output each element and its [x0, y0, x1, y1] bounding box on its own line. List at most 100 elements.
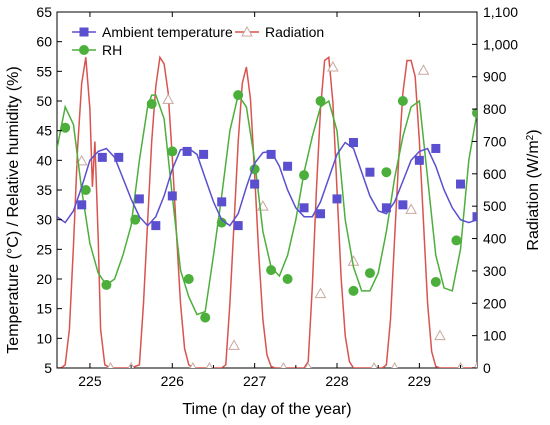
legend-label: Radiation: [265, 24, 324, 40]
data-point: [283, 161, 293, 171]
data-point: [472, 107, 477, 118]
y-left-tick-label: 20: [36, 271, 52, 287]
y-right-axis-title-main: Radiation (W/m: [525, 140, 542, 250]
y-right-tick-label: 400: [483, 231, 507, 247]
data-point: [233, 90, 244, 101]
data-point: [391, 361, 398, 368]
y-right-axis-title: Radiation (W/m2): [525, 129, 543, 250]
data-point: [101, 279, 112, 290]
series-ambient-temperature: [57, 138, 477, 231]
y-right-tick-label: 1,000: [483, 36, 518, 52]
y-left-axis-title: Temperature (°C) / Relative humidity (%): [5, 66, 22, 353]
y-right-axis-title-close: ): [525, 129, 542, 134]
y-left-tick-label: 35: [36, 182, 52, 198]
series-line: [57, 93, 477, 316]
y-left-axis-ticks: 5 10 15 20 25 30 35 40 45 50 55 60 65: [36, 4, 62, 376]
data-point: [316, 209, 326, 219]
data-point: [332, 194, 342, 204]
series-layer: [57, 55, 477, 368]
legend-label: Ambient temperature: [102, 24, 233, 40]
data-point: [77, 200, 87, 210]
y-left-tick-label: 5: [44, 360, 52, 376]
data-point: [182, 146, 192, 156]
y-right-tick-label: 500: [483, 198, 507, 214]
y-right-tick-label: 100: [483, 328, 507, 344]
data-point: [348, 138, 358, 148]
data-point: [431, 143, 441, 153]
data-point: [162, 93, 175, 104]
legend-marker: [241, 25, 253, 37]
legend-label: RH: [102, 42, 122, 58]
legend-marker: [79, 27, 89, 37]
y-left-tick-label: 45: [36, 123, 52, 139]
data-point: [189, 361, 197, 368]
data-point: [364, 268, 375, 279]
y-right-tick-label: 600: [483, 166, 507, 182]
y-right-tick-label: 200: [483, 295, 507, 311]
x-axis-ticks: 225 226 227 228 229: [78, 12, 462, 389]
data-point: [146, 98, 157, 109]
data-point: [233, 221, 243, 231]
y-left-tick-label: 60: [36, 34, 52, 50]
data-point: [398, 200, 408, 210]
y-left-tick-label: 65: [36, 4, 52, 20]
data-point: [228, 339, 240, 350]
series-rh: [57, 90, 477, 323]
y-left-tick-label: 40: [36, 152, 52, 168]
data-point: [282, 274, 293, 284]
data-point: [97, 152, 107, 162]
data-point: [130, 214, 141, 225]
data-point: [327, 60, 339, 72]
data-point: [183, 274, 194, 284]
y-right-tick-label: 0: [483, 360, 491, 376]
data-point: [417, 64, 430, 75]
y-left-tick-label: 55: [36, 63, 52, 79]
y-left-tick-label: 10: [36, 330, 52, 346]
y-right-tick-label: 300: [483, 263, 507, 279]
plot-area: [56, 11, 478, 369]
y-right-axis-ticks: 0 100 200 300 400 500 600 700 800 900 1,000 1,100: [472, 4, 518, 376]
data-point: [348, 285, 359, 296]
data-point: [304, 361, 312, 368]
data-point: [217, 197, 227, 207]
data-point: [200, 312, 211, 323]
data-point: [60, 122, 71, 133]
y-left-tick-label: 25: [36, 241, 52, 257]
data-point: [397, 96, 408, 106]
legend-marker: [79, 45, 89, 55]
data-point: [114, 152, 124, 162]
x-tick-label: 229: [408, 373, 432, 389]
data-point: [134, 194, 144, 204]
data-point: [414, 155, 424, 165]
legend-item: Radiation: [235, 24, 324, 40]
data-point: [456, 179, 466, 189]
data-point: [167, 146, 178, 157]
y-left-tick-label: 15: [36, 301, 52, 317]
data-point: [280, 361, 287, 368]
data-point: [107, 361, 114, 368]
data-point: [315, 96, 326, 106]
data-point: [206, 361, 213, 368]
series-radiation: [57, 55, 477, 368]
plot-frame: [56, 11, 478, 369]
legend-item: Ambient temperature: [72, 24, 233, 40]
data-point: [266, 265, 277, 276]
data-point: [451, 235, 462, 246]
data-point: [75, 154, 88, 166]
data-point: [370, 361, 378, 368]
x-tick-label: 228: [325, 373, 349, 389]
data-point: [167, 191, 177, 201]
legend-item: RH: [72, 42, 122, 58]
data-point: [314, 287, 327, 299]
data-point: [472, 212, 477, 222]
x-tick-label: 227: [243, 373, 267, 389]
x-axis-title: Time (n day of the year): [182, 401, 351, 418]
data-point: [250, 179, 260, 189]
data-point: [299, 170, 310, 181]
x-tick-label: 226: [161, 373, 185, 389]
data-point: [266, 149, 276, 159]
data-point: [430, 276, 441, 287]
y-left-tick-label: 50: [36, 93, 52, 109]
data-point: [299, 203, 309, 213]
